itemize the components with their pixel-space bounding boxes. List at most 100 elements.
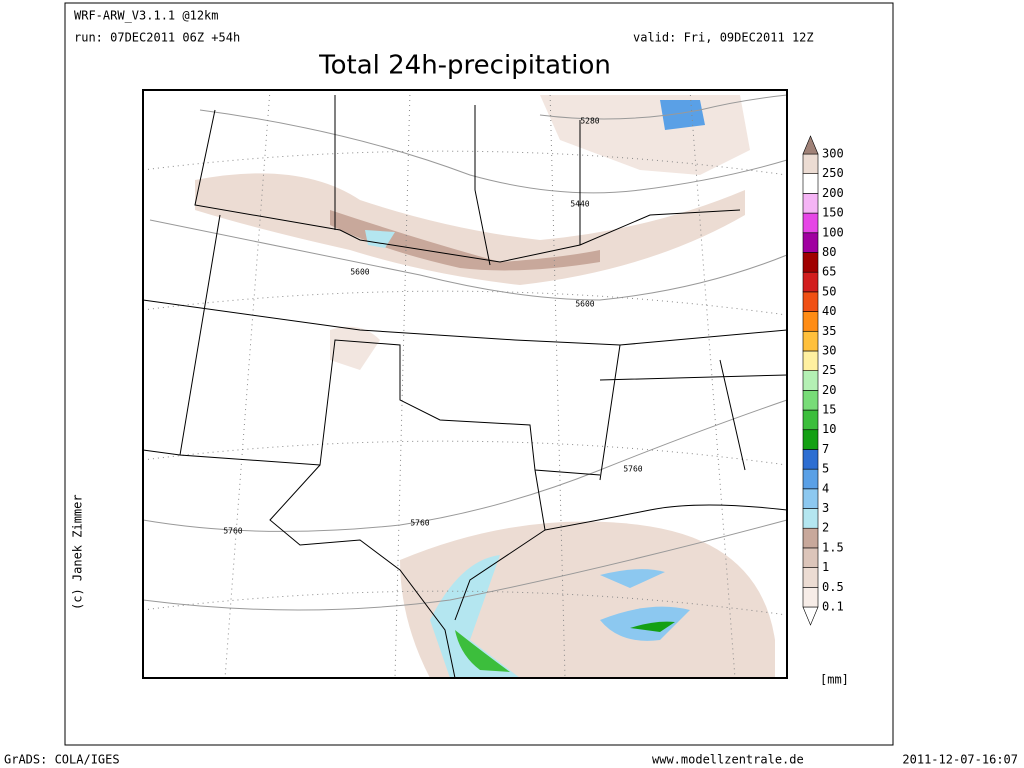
map-title: Total 24h-precipitation xyxy=(318,51,611,81)
colorbar-box xyxy=(802,567,819,588)
colorbar-label: 35 xyxy=(822,324,836,338)
colorbar-box xyxy=(802,350,819,371)
contour-labels: 5280 5440 5600 5600 5760 5760 5760 xyxy=(223,117,642,536)
contour-label: 5760 xyxy=(623,465,642,474)
precip-area xyxy=(430,555,520,678)
colorbar-box xyxy=(802,449,819,470)
colorbar-box xyxy=(802,587,819,608)
valid-label: valid: Fri, 09DEC2011 12Z xyxy=(633,31,814,45)
border xyxy=(599,344,788,481)
colorbar-box xyxy=(802,370,819,391)
contour-line xyxy=(142,519,788,611)
colorbar-label: 100 xyxy=(822,225,844,239)
precip-area xyxy=(365,230,395,248)
colorbar-label: 40 xyxy=(822,304,836,318)
colorbar-label: 2 xyxy=(822,521,829,535)
precip-area xyxy=(660,100,705,130)
colorbar-label: 3 xyxy=(822,501,829,515)
contour-label: 5600 xyxy=(575,300,594,309)
colorbar-label: 300 xyxy=(822,147,844,161)
precip-area xyxy=(455,630,510,672)
grid-lines xyxy=(142,89,788,679)
colorbar-label: 30 xyxy=(822,343,836,357)
colorbar-box xyxy=(802,252,819,273)
colorbar-label: 0.5 xyxy=(822,580,844,594)
colorbar-label: 10 xyxy=(822,422,836,436)
outer-frame xyxy=(64,2,894,746)
colorbar-box xyxy=(802,153,819,174)
graticule xyxy=(549,89,566,679)
unit-label: [mm] xyxy=(820,673,849,687)
border xyxy=(179,214,601,476)
contour-label: 5600 xyxy=(350,268,369,277)
colorbar-box xyxy=(802,330,819,352)
colorbar-label: 5 xyxy=(822,462,829,476)
colorbar: 0.1 0.5 1 1.5 2 3 4 5 7 10 15 20 25 30 35 40 50 65 80 100 15… xyxy=(802,135,844,626)
border xyxy=(334,95,581,266)
run-label: run: 07DEC2011 06Z +54h xyxy=(74,31,240,45)
border xyxy=(534,469,788,531)
colorbar-label: 250 xyxy=(822,166,844,180)
colorbar-label: 7 xyxy=(822,442,829,456)
contour-label: 5440 xyxy=(570,200,589,209)
contour-line xyxy=(539,94,788,120)
colorbar-box xyxy=(802,271,819,293)
precip-band xyxy=(195,173,745,285)
contour-label: 5760 xyxy=(223,527,242,536)
colorbar-label: 50 xyxy=(822,284,836,298)
graticule xyxy=(394,89,411,679)
border xyxy=(269,464,456,679)
border xyxy=(142,299,788,346)
colorbar-box xyxy=(802,232,819,253)
colorbar-label: 1.5 xyxy=(822,540,844,554)
colorbar-label: 25 xyxy=(822,363,836,377)
colorbar-box xyxy=(802,193,819,214)
colorbar-box xyxy=(802,547,819,568)
graticule xyxy=(142,590,788,616)
colorbar-label: 20 xyxy=(822,383,836,397)
colorbar-box xyxy=(802,409,819,431)
graticule xyxy=(142,440,788,466)
colorbar-label: 4 xyxy=(822,481,829,495)
colorbar-triangle xyxy=(802,135,819,155)
precip-area xyxy=(630,621,675,632)
border xyxy=(142,449,546,621)
contour-line xyxy=(142,399,788,532)
precip-area xyxy=(330,326,380,370)
colorbar-box xyxy=(802,508,819,529)
state-borders xyxy=(142,95,788,679)
colorbar-triangle xyxy=(802,606,819,626)
map-area: 5280 5440 5600 5600 5760 5760 5760 xyxy=(142,89,788,679)
colorbar-box xyxy=(802,488,819,509)
colorbar-label: 80 xyxy=(822,245,836,259)
model-label: WRF-ARW_V3.1.1 @12km xyxy=(74,9,219,23)
graticule xyxy=(142,290,788,316)
colorbar-box xyxy=(802,212,819,234)
colorbar-box xyxy=(802,468,819,490)
colorbar-label: 200 xyxy=(822,186,844,200)
contour-line xyxy=(199,109,788,194)
contour-label: 5760 xyxy=(410,519,429,528)
credit: (c) Janek Zimmer xyxy=(71,494,85,610)
height-contours xyxy=(142,94,788,611)
colorbar-box xyxy=(802,527,819,549)
precip-area xyxy=(600,569,665,588)
footer-right: 2011-12-07-16:07 xyxy=(902,753,1018,767)
colorbar-box xyxy=(802,390,819,411)
colorbar-box xyxy=(802,291,819,312)
colorbar-label: 65 xyxy=(822,265,836,279)
map-frame xyxy=(142,89,788,679)
colorbar-label: 15 xyxy=(822,403,836,417)
colorbar-box xyxy=(802,173,819,194)
border xyxy=(194,109,741,263)
colorbar-box xyxy=(802,311,819,332)
colorbar-label: 150 xyxy=(822,206,844,220)
graticule xyxy=(142,150,788,176)
contour-line xyxy=(149,219,788,301)
contour-label: 5280 xyxy=(580,117,599,126)
colorbar-label: 0.1 xyxy=(822,600,844,614)
footer-left: GrADS: COLA/IGES xyxy=(4,753,120,767)
precipitation-shading xyxy=(195,95,775,678)
